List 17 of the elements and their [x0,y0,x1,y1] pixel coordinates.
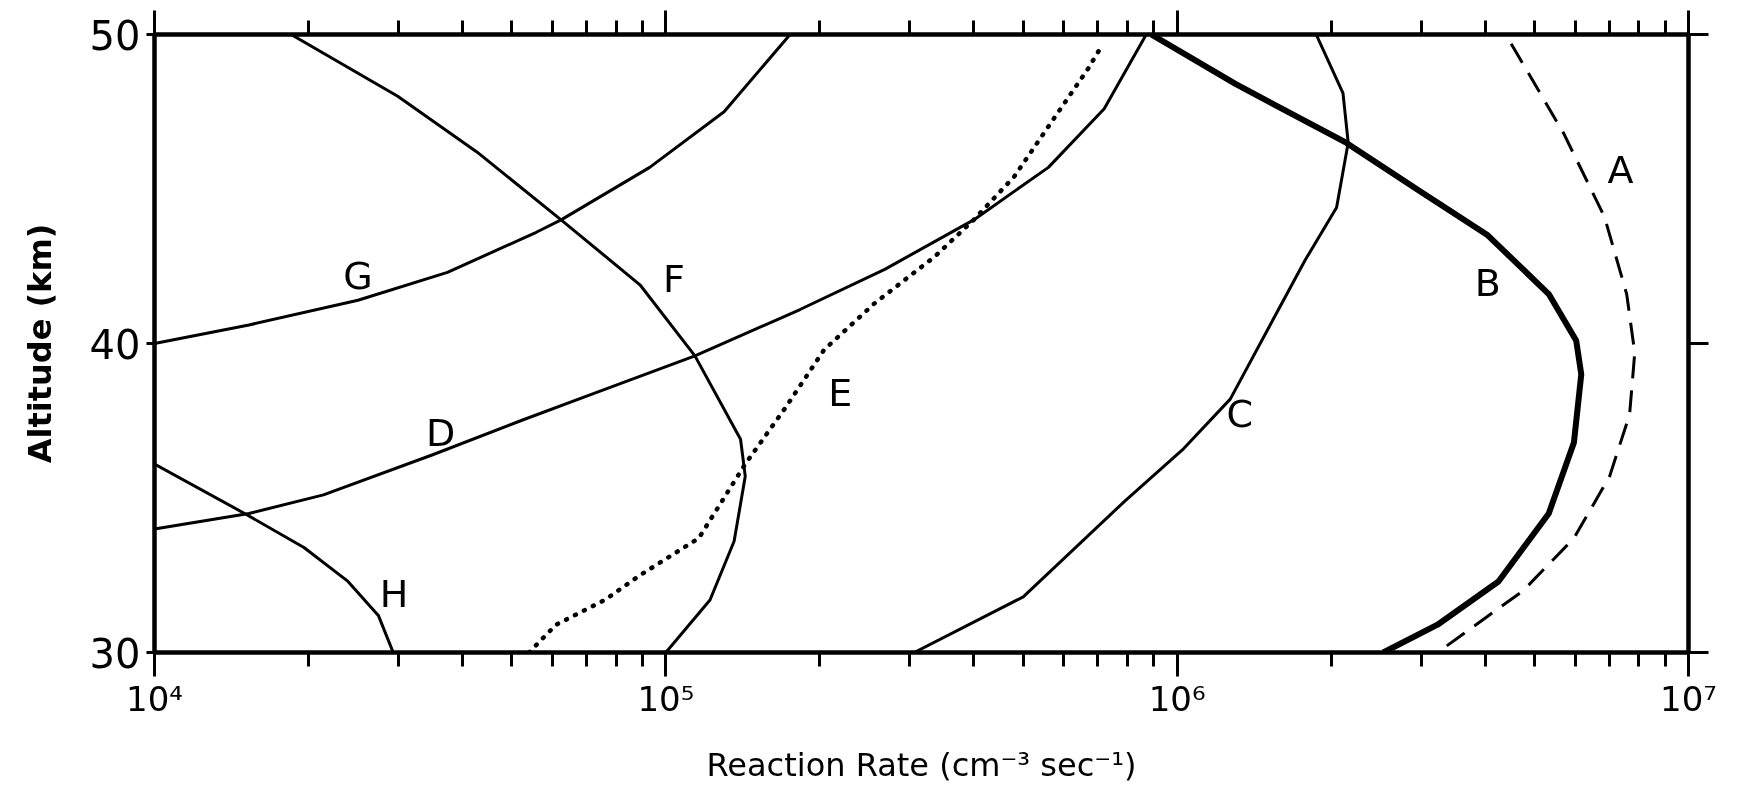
series-label: G [343,254,373,299]
x-tick-label: 10⁷ [1660,678,1717,719]
series-label: E [828,370,853,415]
series-label: F [663,256,685,301]
series-label: B [1474,261,1501,306]
series-label: H [379,572,409,617]
series-label: C [1226,391,1254,436]
series-label: D [426,410,456,455]
x-tick-label: 10⁶ [1148,678,1206,719]
y-axis-title: Altitude (km) [20,223,59,464]
y-tick-label: 40 [89,321,141,368]
y-tick-label: 50 [89,12,141,59]
x-tick-label: 10⁵ [637,678,695,719]
x-tick-label: 10⁴ [126,678,183,719]
series-label: A [1607,147,1634,192]
y-tick-label: 30 [89,630,141,677]
x-axis-title: Reaction Rate (cm⁻³ sec⁻¹) [706,745,1137,784]
